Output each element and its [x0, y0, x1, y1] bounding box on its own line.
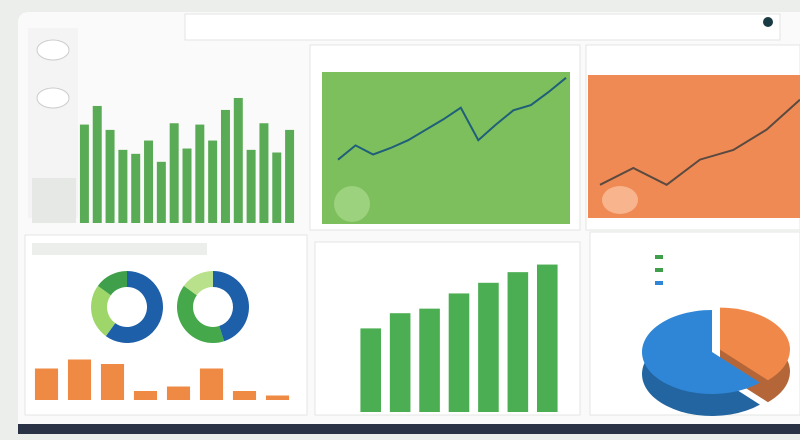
- header-strip: [32, 243, 207, 255]
- bar: [507, 272, 529, 412]
- line: [599, 98, 800, 186]
- badge: [334, 186, 370, 222]
- menu-icon[interactable]: [36, 87, 70, 109]
- bar: [156, 161, 166, 223]
- top-bar: [184, 13, 781, 41]
- bar: [265, 395, 290, 400]
- bar: [195, 124, 205, 223]
- legend-swatch: [655, 268, 663, 272]
- legend-swatch: [655, 255, 663, 259]
- pie-slice: [641, 310, 760, 395]
- bar: [182, 148, 192, 223]
- bar: [220, 109, 230, 223]
- bar: [272, 152, 282, 223]
- line: [337, 77, 567, 161]
- bar: [259, 123, 269, 223]
- pie-slice: [720, 307, 790, 381]
- bar: [360, 328, 382, 412]
- donut-slice: [176, 285, 225, 344]
- donut-slice: [213, 271, 249, 342]
- bar: [232, 391, 257, 400]
- bar: [34, 368, 59, 400]
- badge: [602, 186, 638, 214]
- bar: [199, 368, 224, 400]
- bar: [100, 364, 125, 400]
- bar: [448, 293, 470, 412]
- bar: [419, 308, 440, 412]
- sidebar-card: [32, 178, 76, 223]
- legend-swatch: [655, 281, 663, 285]
- panel: [314, 241, 581, 416]
- panel: [24, 234, 308, 416]
- bar: [133, 391, 158, 400]
- donut-slice: [90, 285, 116, 337]
- bar: [208, 140, 218, 223]
- bar: [169, 123, 179, 223]
- bar: [536, 264, 558, 412]
- bar: [131, 153, 141, 223]
- bar: [389, 313, 411, 412]
- user-icon[interactable]: [763, 17, 773, 27]
- window-edge: [18, 424, 800, 434]
- donut-slice: [183, 271, 213, 296]
- bar: [285, 129, 295, 223]
- bar: [233, 97, 243, 223]
- bar: [118, 149, 128, 223]
- menu-icon[interactable]: [36, 39, 70, 61]
- bar: [166, 386, 191, 400]
- bar: [246, 149, 256, 223]
- bar: [79, 124, 89, 223]
- bar: [105, 129, 115, 223]
- bar: [92, 105, 102, 223]
- bar: [144, 140, 154, 223]
- donut-slice: [105, 271, 163, 343]
- bar: [478, 282, 499, 412]
- donut-slice: [97, 271, 127, 296]
- bar: [67, 359, 92, 400]
